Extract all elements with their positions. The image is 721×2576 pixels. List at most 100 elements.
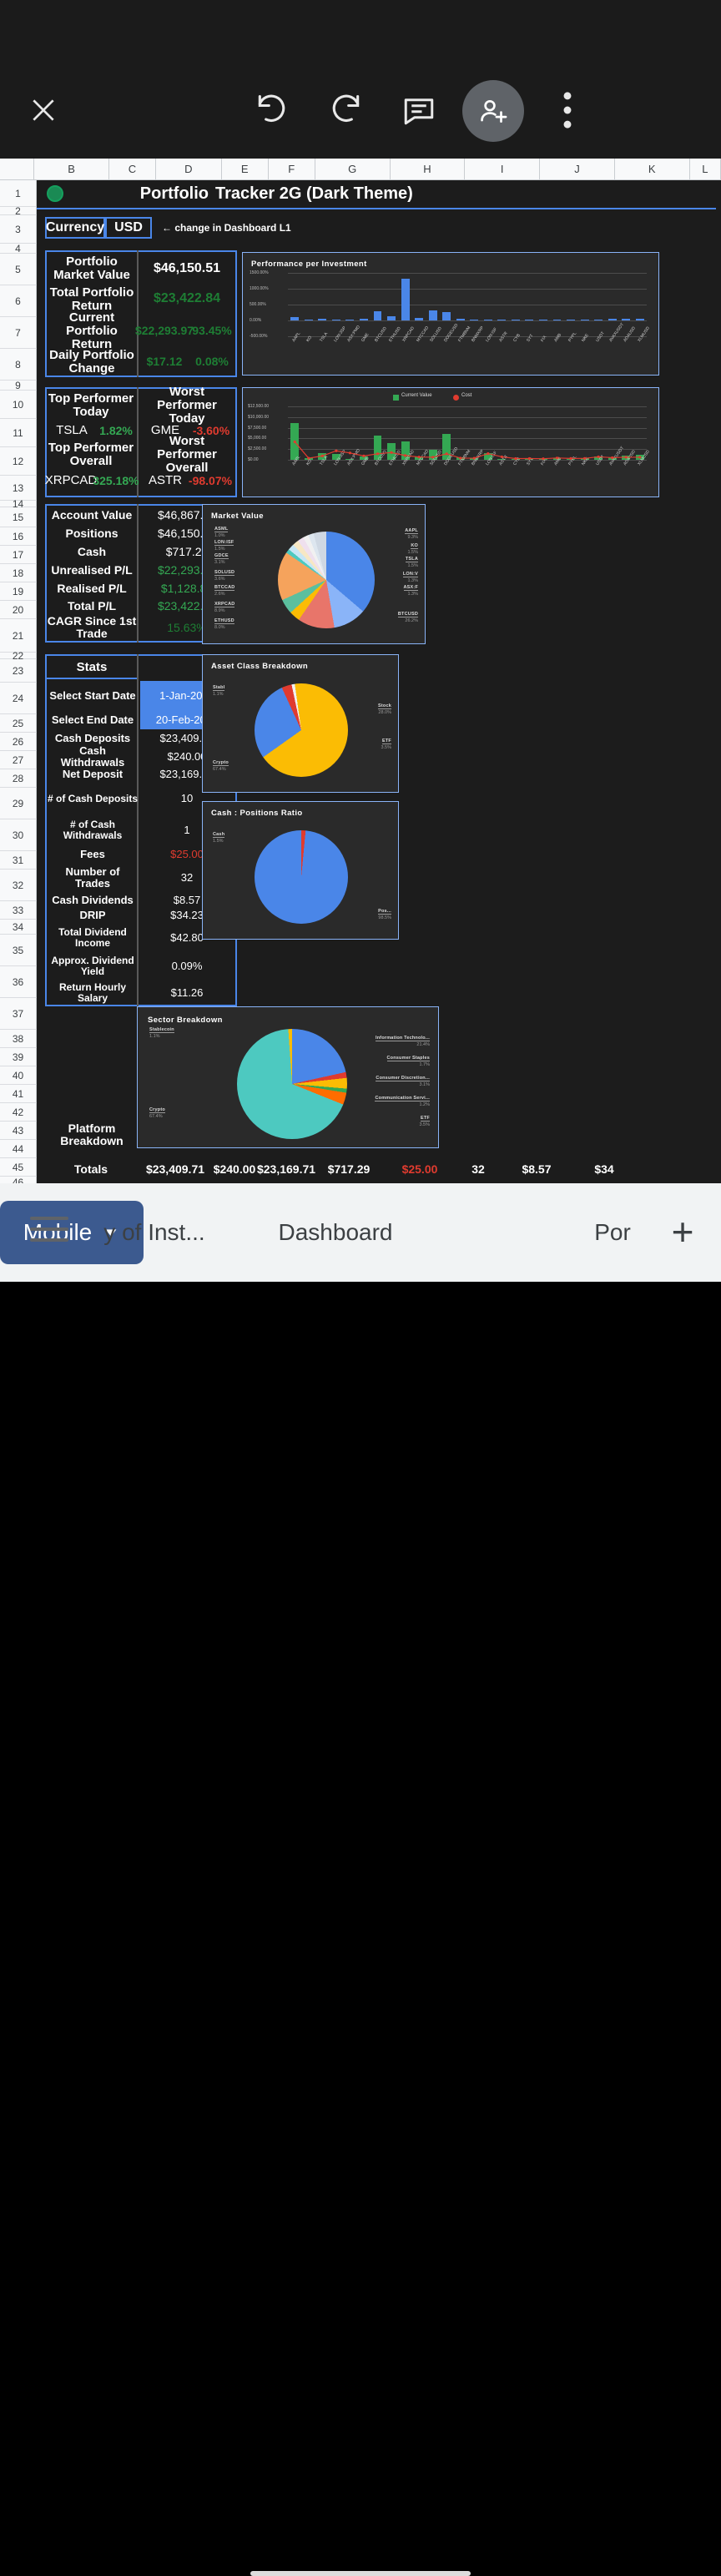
row-header-28[interactable]: 28: [0, 769, 37, 788]
currency-value[interactable]: USD: [105, 217, 152, 239]
row-header-14[interactable]: 14: [0, 498, 37, 510]
chart-market-value[interactable]: Market Value ASML 1.0% LON:ISF 1.5% GDCE 3.1%…: [202, 504, 426, 644]
more-options-icon[interactable]: [547, 87, 587, 134]
row-header-24[interactable]: 24: [0, 683, 37, 714]
totals-value-3: $717.29: [327, 1162, 371, 1176]
row-header-23[interactable]: 23: [0, 659, 37, 683]
tab-mobile[interactable]: Mobile: [0, 1201, 144, 1264]
chevron-down-icon[interactable]: [102, 1223, 120, 1242]
chart2-bar-11: [442, 434, 451, 460]
row-header-43[interactable]: 43: [0, 1122, 37, 1140]
comment-icon[interactable]: [397, 90, 441, 130]
row-header-20[interactable]: 20: [0, 601, 37, 619]
stats-label-12: Approx. Dividend Yield: [51, 955, 134, 977]
row-header-18[interactable]: 18: [0, 564, 37, 582]
chart-performance-per-investment[interactable]: Performance per Investment 1500.00% 1000.…: [242, 252, 659, 376]
column-header-B[interactable]: B: [34, 159, 109, 180]
row-header-37[interactable]: 37: [0, 998, 37, 1030]
row-header-30[interactable]: 30: [0, 819, 37, 851]
worst-performer-overall-label: Worst Performer Overall: [157, 434, 217, 475]
row-header-26[interactable]: 26: [0, 733, 37, 751]
row-header-1[interactable]: 1: [0, 180, 37, 207]
row-header-45[interactable]: 45: [0, 1158, 37, 1177]
column-header-F[interactable]: F: [268, 159, 315, 180]
chart2-cost-line: [293, 440, 642, 461]
row-header-15[interactable]: 15: [0, 507, 37, 527]
chart6-label-crypto-name: Crypto: [149, 1107, 165, 1113]
row-header-16[interactable]: 16: [0, 527, 37, 546]
column-header-J[interactable]: J: [540, 159, 615, 180]
stats-value-8: 32: [180, 871, 194, 885]
tab-history-of-instruments[interactable]: y of Inst...: [103, 1219, 205, 1245]
row-header-39[interactable]: 39: [0, 1048, 37, 1066]
select-all-corner[interactable]: [0, 159, 35, 180]
add-sheet-button[interactable]: +: [671, 1210, 694, 1253]
chart1-gridline-1: [288, 289, 647, 290]
row-header-42[interactable]: 42: [0, 1103, 37, 1122]
tab-portfolio[interactable]: Por: [594, 1219, 631, 1245]
row-header-17[interactable]: 17: [0, 546, 37, 564]
row-header-41[interactable]: 41: [0, 1085, 37, 1103]
chart1-bar-24: [622, 319, 631, 320]
chart6-label-crypto-pct: 67.4%: [149, 1114, 163, 1119]
row-header-13[interactable]: 13: [0, 476, 37, 501]
row-header-7[interactable]: 7: [0, 317, 37, 349]
row-header-2[interactable]: 2: [0, 205, 37, 217]
chart-cash-positions-ratio[interactable]: Cash : Positions Ratio Cash 1.5% Pos... 98.…: [202, 801, 399, 940]
sheet-canvas[interactable]: Portfolio Tracker 2G (Dark Theme) Curren…: [37, 180, 721, 1183]
column-header-C[interactable]: C: [108, 159, 157, 180]
redo-icon[interactable]: [324, 88, 367, 132]
row-header-40[interactable]: 40: [0, 1066, 37, 1085]
row-header-27[interactable]: 27: [0, 751, 37, 769]
chart4-pie: [255, 683, 348, 777]
row-header-31[interactable]: 31: [0, 851, 37, 870]
row-header-5[interactable]: 5: [0, 254, 37, 285]
undo-icon[interactable]: [250, 88, 294, 132]
row-header-22[interactable]: 22: [0, 650, 37, 662]
column-header-G[interactable]: G: [315, 159, 391, 180]
row-header-3[interactable]: 3: [0, 215, 37, 244]
row-header-25[interactable]: 25: [0, 714, 37, 733]
row-header-33[interactable]: 33: [0, 901, 37, 920]
column-header-E[interactable]: E: [221, 159, 269, 180]
chart1-bar-1: [304, 319, 313, 320]
row-header-19[interactable]: 19: [0, 582, 37, 601]
row-header-8[interactable]: 8: [0, 349, 37, 381]
row-header-34[interactable]: 34: [0, 920, 37, 935]
tab-dashboard[interactable]: Dashboard: [278, 1219, 393, 1245]
column-header-K[interactable]: K: [614, 159, 690, 180]
stats-label-1: Select End Date: [51, 713, 134, 727]
chart-current-value-vs-cost[interactable]: Current Value Cost $12,500.00 $10,000.00 $7…: [242, 387, 659, 497]
row-header-4[interactable]: 4: [0, 243, 37, 255]
row-header-10[interactable]: 10: [0, 391, 37, 419]
chart-asset-class-breakdown[interactable]: Asset Class Breakdown Stabl 1.1% Stock 28.0…: [202, 654, 399, 793]
row-header-6[interactable]: 6: [0, 285, 37, 317]
row-header-21[interactable]: 21: [0, 619, 37, 653]
row-header-35[interactable]: 35: [0, 935, 37, 966]
row-header-12[interactable]: 12: [0, 447, 37, 476]
top-performer-today-label: Top Performer Today: [48, 391, 134, 419]
kpi-label-2: Current Portfolio Return: [66, 310, 118, 351]
all-sheets-menu-icon[interactable]: [30, 1217, 68, 1248]
share-add-person-button[interactable]: [462, 80, 524, 142]
totals-value-1: $240.00: [213, 1162, 256, 1176]
row-header-32[interactable]: 32: [0, 870, 37, 901]
column-header-L[interactable]: L: [689, 159, 721, 180]
row-header-38[interactable]: 38: [0, 1030, 37, 1048]
row-header-11[interactable]: 11: [0, 419, 37, 447]
chart3-label-ko-pct: 1.5%: [407, 550, 418, 555]
row-header-44[interactable]: 44: [0, 1140, 37, 1158]
row-header-29[interactable]: 29: [0, 788, 37, 819]
row-header-36[interactable]: 36: [0, 966, 37, 998]
column-header-H[interactable]: H: [390, 159, 466, 180]
column-header-D[interactable]: D: [156, 159, 222, 180]
row-header-9[interactable]: 9: [0, 380, 37, 391]
column-header-I[interactable]: I: [465, 159, 541, 180]
chart1-bar-16: [511, 319, 520, 320]
chart-sector-breakdown[interactable]: Sector Breakdown Stablecoin 1.1% Informati…: [137, 1006, 439, 1148]
account-value-6: 15.63%: [167, 620, 207, 634]
chart1-bar-12: [456, 319, 465, 320]
close-icon[interactable]: [23, 88, 63, 132]
row-header-46[interactable]: 46: [0, 1177, 37, 1183]
